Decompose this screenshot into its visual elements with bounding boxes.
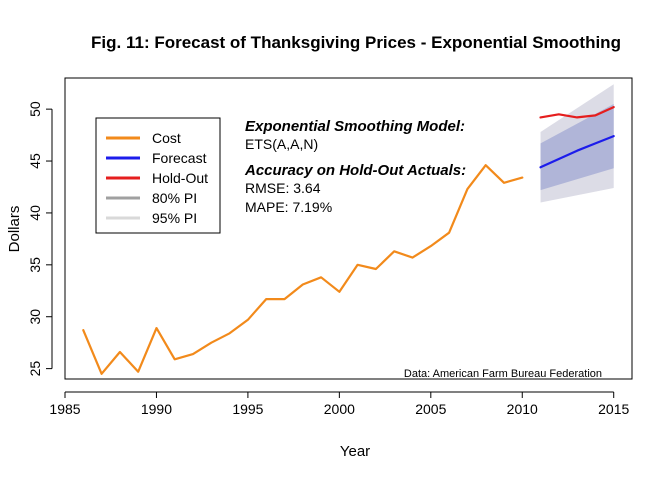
axes: 1985 1990 1995 2000 2005 2010 2015 25 30 35 40 45 50	[27, 101, 629, 417]
model-heading: Exponential Smoothing Model:	[245, 118, 465, 135]
legend: Cost Forecast Hold-Out 80% PI 95% PI	[95, 117, 221, 234]
x-tick-label: 1985	[49, 401, 80, 417]
rmse-value: RMSE: 3.64	[245, 180, 321, 196]
y-tick-label: 35	[27, 257, 43, 273]
x-tick-label: 1995	[232, 401, 263, 417]
x-tick-label: 2005	[415, 401, 446, 417]
data-source-note: Data: American Farm Bureau Federation	[404, 368, 602, 380]
x-tick-label: 1990	[141, 401, 172, 417]
y-tick-label: 40	[27, 205, 43, 221]
cost-line	[82, 164, 524, 375]
y-tick-label: 30	[27, 309, 43, 325]
y-axis-label: Dollars	[6, 206, 23, 253]
y-tick-label: 45	[27, 153, 43, 169]
legend-label: Cost	[152, 130, 181, 146]
legend-label: Hold-Out	[152, 170, 208, 186]
series-lines	[82, 105, 615, 375]
y-tick-label: 25	[27, 361, 43, 377]
legend-label: 95% PI	[152, 210, 197, 226]
prediction-intervals	[540, 84, 614, 203]
pi80-band	[540, 103, 614, 191]
x-tick-label: 2010	[507, 401, 538, 417]
hold-out-line	[539, 105, 615, 119]
x-axis-label: Year	[340, 443, 370, 460]
legend-label: Forecast	[152, 150, 207, 166]
chart-title: Fig. 11: Forecast of Thanksgiving Prices…	[91, 33, 621, 52]
x-tick-label: 2000	[324, 401, 355, 417]
accuracy-heading: Accuracy on Hold-Out Actuals:	[244, 162, 466, 179]
x-tick-label: 2015	[598, 401, 629, 417]
plot-frame	[64, 77, 633, 380]
model-value: ETS(A,A,N)	[245, 136, 318, 152]
mape-value: MAPE: 7.19%	[245, 199, 332, 215]
forecast-line	[539, 135, 615, 169]
legend-label: 80% PI	[152, 190, 197, 206]
y-tick-label: 50	[27, 101, 43, 117]
